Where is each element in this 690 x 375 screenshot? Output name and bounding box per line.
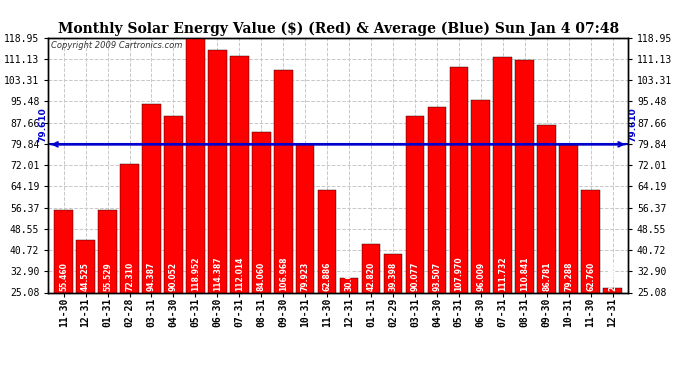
Text: 55.460: 55.460 xyxy=(59,262,68,291)
Text: 110.841: 110.841 xyxy=(520,256,529,291)
Bar xyxy=(208,50,227,292)
Text: 42.820: 42.820 xyxy=(366,262,375,291)
Bar xyxy=(186,38,205,292)
Bar xyxy=(274,70,293,292)
Text: 79.610: 79.610 xyxy=(629,107,638,142)
Text: 96.009: 96.009 xyxy=(476,262,485,291)
Bar xyxy=(538,125,556,292)
Bar xyxy=(120,164,139,292)
Bar xyxy=(406,116,424,292)
Text: 93.507: 93.507 xyxy=(433,262,442,291)
Bar xyxy=(560,145,578,292)
Text: 118.952: 118.952 xyxy=(191,257,200,291)
Bar xyxy=(339,278,358,292)
Bar xyxy=(449,68,469,292)
Bar xyxy=(493,57,512,292)
Text: Copyright 2009 Cartronics.com: Copyright 2009 Cartronics.com xyxy=(51,41,183,50)
Bar xyxy=(603,288,622,292)
Text: 107.970: 107.970 xyxy=(454,256,464,291)
Text: 62.886: 62.886 xyxy=(323,262,332,291)
Text: 26.918: 26.918 xyxy=(608,262,617,291)
Text: 44.525: 44.525 xyxy=(81,262,90,291)
Text: 90.052: 90.052 xyxy=(169,262,178,291)
Bar xyxy=(384,254,402,292)
Text: 86.781: 86.781 xyxy=(542,262,551,291)
Bar xyxy=(296,144,315,292)
Text: 79.610: 79.610 xyxy=(39,107,48,142)
Title: Monthly Solar Energy Value ($) (Red) & Average (Blue) Sun Jan 4 07:48: Monthly Solar Energy Value ($) (Red) & A… xyxy=(57,22,619,36)
Text: 112.014: 112.014 xyxy=(235,257,244,291)
Text: 106.968: 106.968 xyxy=(279,256,288,291)
Bar xyxy=(318,190,337,292)
Bar xyxy=(55,210,73,292)
Text: 79.288: 79.288 xyxy=(564,262,573,291)
Text: 90.077: 90.077 xyxy=(411,262,420,291)
Text: 84.060: 84.060 xyxy=(257,262,266,291)
Text: 114.387: 114.387 xyxy=(213,256,222,291)
Bar xyxy=(362,244,380,292)
Text: 62.760: 62.760 xyxy=(586,262,595,291)
Bar xyxy=(142,104,161,292)
Bar xyxy=(252,132,270,292)
Text: 39.398: 39.398 xyxy=(388,262,397,291)
Bar xyxy=(230,56,248,292)
Text: 111.732: 111.732 xyxy=(498,256,507,291)
Bar xyxy=(471,100,490,292)
Bar xyxy=(515,60,534,292)
Text: 55.529: 55.529 xyxy=(103,262,112,291)
Bar xyxy=(98,210,117,292)
Text: 79.923: 79.923 xyxy=(301,262,310,291)
Text: 94.387: 94.387 xyxy=(147,262,156,291)
Bar xyxy=(77,240,95,292)
Bar xyxy=(428,106,446,292)
Bar xyxy=(581,190,600,292)
Text: 72.310: 72.310 xyxy=(125,262,134,291)
Bar xyxy=(164,116,183,292)
Text: 30.601: 30.601 xyxy=(344,262,353,291)
